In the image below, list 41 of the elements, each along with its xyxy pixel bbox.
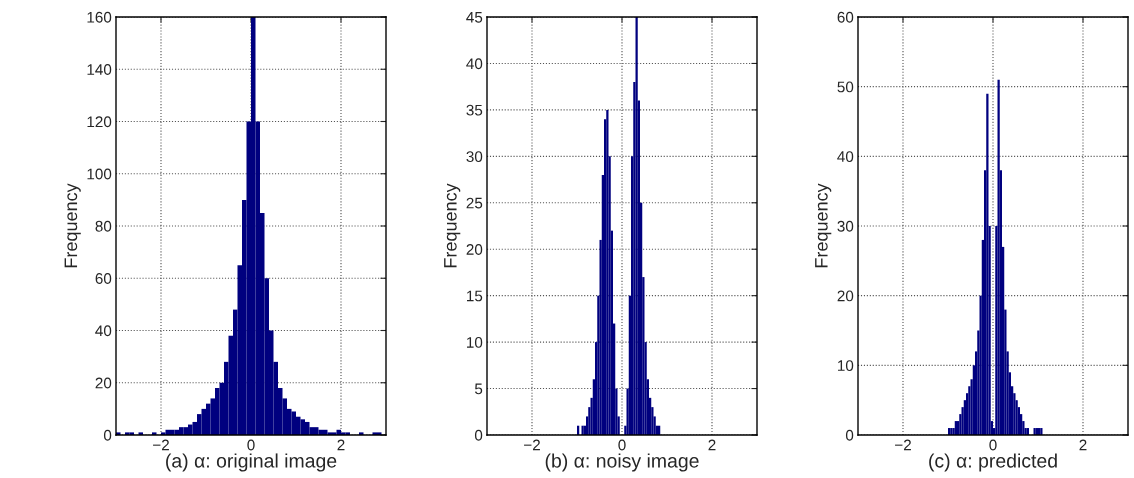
y-tick-label: 0 (474, 429, 483, 441)
x-tick-label: 2 (708, 439, 716, 451)
y-tick-label: 30 (837, 220, 854, 232)
x-axis-title: (a) α: original image (166, 453, 337, 472)
y-tick-label: 0 (103, 429, 112, 441)
x-tick-label: 0 (247, 439, 255, 451)
y-tick-label: 20 (466, 244, 483, 255)
y-axis-title: Frequency (444, 183, 461, 268)
y-tick-label: 160 (87, 11, 112, 23)
y-tick-label: 40 (95, 325, 112, 337)
y-tick-label: 40 (837, 151, 854, 163)
y-axis-title: Frequency (64, 183, 81, 268)
x-tick-label: 0 (989, 439, 997, 451)
y-tick-label: 30 (466, 151, 483, 163)
x-tick-label: −2 (153, 439, 169, 451)
y-tick-label: 120 (87, 116, 112, 128)
y-tick-label: 60 (837, 11, 854, 23)
y-tick-label: 5 (474, 383, 483, 395)
x-tick-label: 0 (618, 439, 626, 451)
y-tick-label: 10 (467, 336, 483, 348)
y-tick-label: 20 (95, 377, 112, 389)
x-tick-label: −2 (895, 439, 911, 451)
y-tick-label: 40 (466, 58, 483, 70)
y-tick-label: 60 (95, 273, 112, 284)
y-tick-label: 45 (466, 12, 483, 23)
y-tick-label: 25 (466, 197, 483, 209)
x-tick-label: −2 (524, 439, 540, 451)
x-axis-title: (c) α: predicted (929, 453, 1057, 472)
y-tick-label: 35 (466, 104, 483, 116)
x-tick-label: 2 (1079, 439, 1087, 451)
y-tick-label: 100 (87, 168, 112, 180)
y-axis-title: Frequency (815, 183, 832, 268)
x-tick-label: 2 (337, 439, 345, 451)
y-tick-label: 10 (838, 360, 854, 372)
y-tick-label: 15 (467, 290, 483, 302)
x-axis-title: (b) α: noisy image (545, 453, 699, 472)
y-tick-label: 0 (845, 429, 854, 441)
y-tick-label: 20 (837, 290, 854, 302)
y-tick-label: 50 (837, 81, 854, 93)
y-tick-label: 80 (95, 220, 112, 232)
y-tick-label: 140 (87, 64, 112, 75)
